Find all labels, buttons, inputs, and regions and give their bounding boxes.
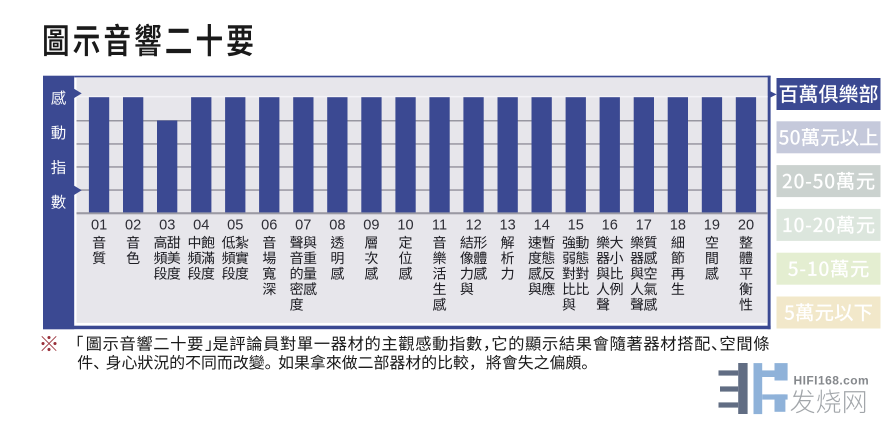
svg-text:12: 12 <box>465 217 481 233</box>
svg-text:09: 09 <box>363 217 379 233</box>
svg-text:17: 17 <box>636 217 652 233</box>
svg-text:14: 14 <box>534 217 550 233</box>
svg-text:15: 15 <box>568 217 584 233</box>
svg-text:02: 02 <box>125 217 141 233</box>
svg-text:01: 01 <box>91 217 107 233</box>
svg-text:03: 03 <box>159 217 175 233</box>
svg-text:05: 05 <box>227 217 243 233</box>
svg-text:20: 20 <box>738 217 754 233</box>
svg-text:11: 11 <box>432 217 447 233</box>
svg-text:08: 08 <box>329 217 345 233</box>
svg-text:18: 18 <box>670 217 686 233</box>
svg-text:13: 13 <box>499 217 515 233</box>
svg-text:07: 07 <box>295 217 311 233</box>
svg-text:16: 16 <box>602 217 618 233</box>
svg-text:04: 04 <box>193 217 209 233</box>
svg-text:06: 06 <box>261 217 277 233</box>
svg-text:10: 10 <box>397 217 413 233</box>
svg-text:HIFI168.com: HIFI168.com <box>794 374 870 388</box>
svg-text:19: 19 <box>704 217 720 233</box>
